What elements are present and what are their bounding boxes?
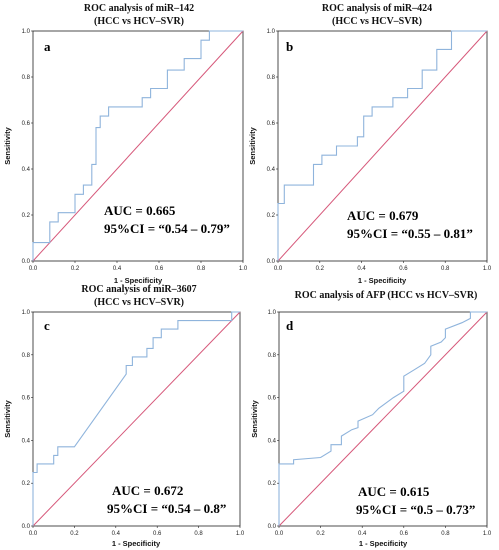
- panel-a-xtick-label: 0.0: [29, 266, 38, 272]
- panel-c-ytick-label: 0.4: [22, 438, 31, 444]
- panel-b-ylabel: Sensitivity: [248, 126, 257, 164]
- panel-b-xtick-label: 1.0: [483, 266, 492, 272]
- panel-d-xtick-label: 0.8: [441, 531, 450, 537]
- panel-b-xtick-label: 0.4: [357, 266, 366, 272]
- panel-b-ytick-label: 0.0: [267, 259, 276, 265]
- panel-a-ylabel: Sensitivity: [3, 126, 12, 164]
- panel-c-subtitle: (HCC vs HCV–SVR): [94, 297, 184, 308]
- panel-d-xtick-label: 0.2: [316, 531, 325, 537]
- panel-a-reference-line: [32, 30, 244, 262]
- panel-c-ytick-label: 0.8: [22, 353, 31, 359]
- panel-c-xtick-label: 0.4: [112, 531, 121, 537]
- panel-d-ci: 95%CI = “0.5 – 0.73”: [356, 502, 475, 517]
- panel-a-xtick-label: 0.8: [197, 266, 206, 272]
- panel-d-ytick-label: 0.4: [268, 438, 277, 444]
- panel-c-ylabel: Sensitivity: [3, 399, 12, 437]
- panel-c-xtick-label: 0.2: [70, 531, 79, 537]
- panel-c-ytick-label: 1.0: [22, 310, 31, 316]
- panel-d-roc-curve: [278, 311, 487, 526]
- panel-d-xtick-label: 0.4: [358, 531, 367, 537]
- panel-d-ytick-label: 1.0: [268, 310, 277, 316]
- panel-a-xlabel: 1 - Specificity: [114, 276, 163, 285]
- panel-b-roc-curve: [277, 30, 487, 261]
- panel-c-title: ROC analysis of miR–3607: [81, 284, 196, 295]
- panel-d: ROC analysis of AFP (HCC vs HCV–SVR) 0.0…: [250, 290, 492, 548]
- panel-c-ci: 95%CI = “0.54 – 0.8”: [107, 501, 226, 516]
- panel-b-letter: b: [286, 39, 293, 54]
- panel-c-xtick-label: 0.6: [153, 531, 162, 537]
- panel-b-reference-line: [277, 30, 488, 262]
- panel-b-title: ROC analysis of miR–424: [322, 3, 432, 14]
- panel-a-ytick-label: 0.0: [22, 259, 31, 265]
- panel-d-ytick-label: 0.8: [268, 353, 277, 359]
- panel-d-auc: AUC = 0.615: [358, 484, 430, 499]
- panel-c-ytick-label: 0.2: [22, 481, 31, 487]
- panel-d-xtick-label: 0.6: [400, 531, 409, 537]
- panel-a-ytick-label: 0.4: [22, 167, 31, 173]
- panel-a-ci: 95%CI = “0.54 – 0.79”: [104, 221, 230, 236]
- panel-d-ytick-label: 0.2: [268, 481, 277, 487]
- panel-b-ytick-label: 0.8: [267, 75, 276, 81]
- panel-b-auc: AUC = 0.679: [347, 208, 419, 223]
- panel-c-ytick-label: 0.6: [22, 396, 31, 402]
- panel-a-ytick-label: 1.0: [22, 29, 31, 35]
- panel-b-ci: 95%CI = “0.55 – 0.81”: [347, 226, 473, 241]
- panel-a-title: ROC analysis of miR–142: [84, 3, 194, 14]
- panel-d-xtick-label: 1.0: [483, 531, 492, 537]
- panel-c-roc-curve: [32, 311, 240, 526]
- panel-d-xlabel: 1 - Specificity: [359, 539, 408, 548]
- panel-d-xtick-label: 0.0: [275, 531, 284, 537]
- panel-a-xtick-label: 1.0: [239, 266, 248, 272]
- panel-d-ytick-label: 0.6: [268, 396, 277, 402]
- panel-c-ytick-label: 0.0: [22, 524, 31, 530]
- panel-c: ROC analysis of miR–3607 (HCC vs HCV–SVR…: [3, 284, 245, 548]
- panel-b-ytick-label: 1.0: [267, 29, 276, 35]
- panel-c-letter: c: [44, 318, 50, 333]
- panel-a-xtick-label: 0.2: [71, 266, 80, 272]
- panel-a-letter: a: [44, 39, 51, 54]
- panel-b-xtick-label: 0.0: [274, 266, 283, 272]
- panel-d-title: ROC analysis of AFP (HCC vs HCV–SVR): [295, 290, 478, 301]
- panel-d-reference-line: [278, 311, 488, 527]
- panel-c-xtick-label: 1.0: [236, 531, 245, 537]
- panel-c-xtick-label: 0.8: [194, 531, 203, 537]
- panel-b-xtick-label: 0.8: [441, 266, 450, 272]
- panel-b-ytick-label: 0.2: [267, 213, 276, 219]
- panel-b-ytick-label: 0.4: [267, 167, 276, 173]
- panel-c-auc: AUC = 0.672: [112, 483, 183, 498]
- panel-c-xlabel: 1 - Specificity: [112, 539, 161, 548]
- panel-b-xlabel: 1 - Specificity: [358, 276, 407, 285]
- panel-c-xtick-label: 0.0: [29, 531, 38, 537]
- panel-d-letter: d: [286, 318, 294, 333]
- panel-a-auc: AUC = 0.665: [104, 203, 176, 218]
- panel-d-ylabel: Sensitivity: [250, 399, 259, 437]
- panel-a-ytick-label: 0.2: [22, 213, 31, 219]
- panel-a: ROC analysis of miR–142 (HCC vs HCV–SVR)…: [3, 3, 248, 285]
- panel-b-ytick-label: 0.6: [267, 121, 276, 127]
- panel-b-subtitle: (HCC vs HCV–SVR): [332, 16, 422, 27]
- panel-b-xtick-label: 0.2: [316, 266, 325, 272]
- panel-a-xtick-label: 0.6: [155, 266, 164, 272]
- panel-a-ytick-label: 0.6: [22, 121, 31, 127]
- panel-c-reference-line: [32, 311, 241, 527]
- panel-d-ytick-label: 0.0: [268, 524, 277, 530]
- panel-a-roc-curve: [32, 30, 243, 261]
- panel-b-xtick-label: 0.6: [399, 266, 408, 272]
- panel-a-subtitle: (HCC vs HCV–SVR): [94, 16, 184, 27]
- panel-a-ytick-label: 0.8: [22, 75, 31, 81]
- panel-b: ROC analysis of miR–424 (HCC vs HCV–SVR)…: [248, 3, 492, 285]
- panel-a-xtick-label: 0.4: [113, 266, 122, 272]
